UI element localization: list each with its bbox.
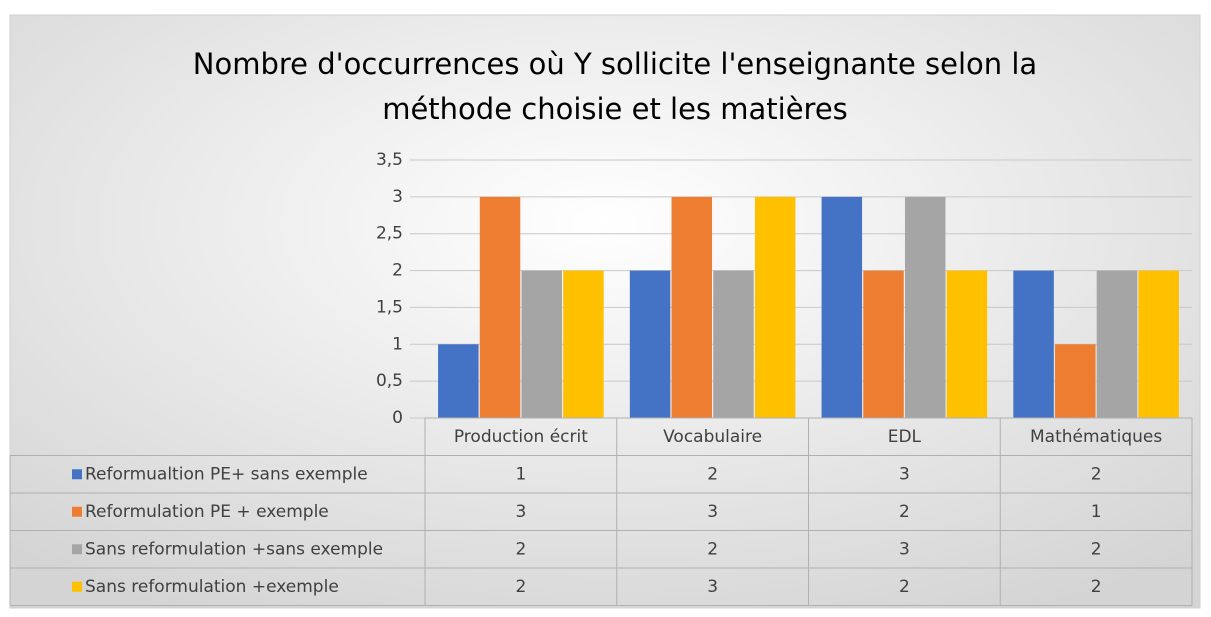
legend-key [72, 506, 82, 517]
bar [479, 196, 521, 418]
table-value: 3 [899, 539, 910, 559]
y-tick-label: 3 [392, 187, 403, 207]
bar [671, 196, 713, 418]
legend-key [72, 544, 82, 555]
table-value: 2 [707, 464, 718, 484]
table-value: 3 [707, 502, 718, 522]
legend-label: Sans reformulation +sans exemple [85, 539, 383, 559]
bar [438, 344, 479, 418]
table-value: 2 [515, 539, 526, 559]
table-value: 2 [1091, 577, 1102, 597]
y-tick-label: 3,5 [376, 150, 403, 170]
y-tick-label: 1 [392, 334, 403, 354]
chart-background [9, 14, 1201, 609]
table-value: 1 [515, 464, 526, 484]
table-value: 1 [1091, 502, 1102, 522]
table-value: 2 [1091, 539, 1102, 559]
legend-key [72, 469, 82, 480]
bar [946, 270, 988, 418]
bar [863, 270, 904, 418]
table-value: 2 [707, 539, 718, 559]
legend-label: Reformulation PE + exemple [85, 502, 329, 522]
x-tick-label: Production écrit [454, 427, 588, 447]
chart-title: Nombre d'occurrences où Y sollicite l'en… [193, 47, 1037, 81]
bar [821, 196, 863, 418]
table-value: 2 [515, 577, 526, 597]
bar [754, 196, 796, 418]
table-value: 2 [899, 502, 910, 522]
table-value: 3 [707, 577, 718, 597]
x-tick-label: EDL [888, 427, 922, 447]
legend-key [72, 581, 82, 592]
bar [1055, 344, 1096, 418]
x-tick-label: Mathématiques [1030, 427, 1162, 447]
bar [1013, 270, 1054, 418]
legend-label: Reformualtion PE+ sans exemple [85, 464, 368, 484]
y-tick-label: 0,5 [376, 371, 403, 391]
bar [904, 196, 946, 418]
y-tick-label: 0 [392, 408, 403, 428]
y-tick-label: 1,5 [376, 297, 403, 317]
bar [1096, 270, 1138, 418]
table-value: 3 [515, 502, 526, 522]
table-value: 2 [1091, 464, 1102, 484]
chart-title: méthode choisie et les matières [382, 92, 848, 126]
bar [629, 270, 671, 418]
x-tick-label: Vocabulaire [663, 427, 762, 447]
bar [713, 270, 754, 418]
bar [1138, 270, 1179, 418]
table-value: 2 [899, 577, 910, 597]
legend-label: Sans reformulation +exemple [85, 577, 339, 597]
bar [521, 270, 562, 418]
y-tick-label: 2 [392, 261, 403, 281]
y-tick-label: 2,5 [376, 224, 403, 244]
table-value: 3 [899, 464, 910, 484]
bar [563, 270, 604, 418]
